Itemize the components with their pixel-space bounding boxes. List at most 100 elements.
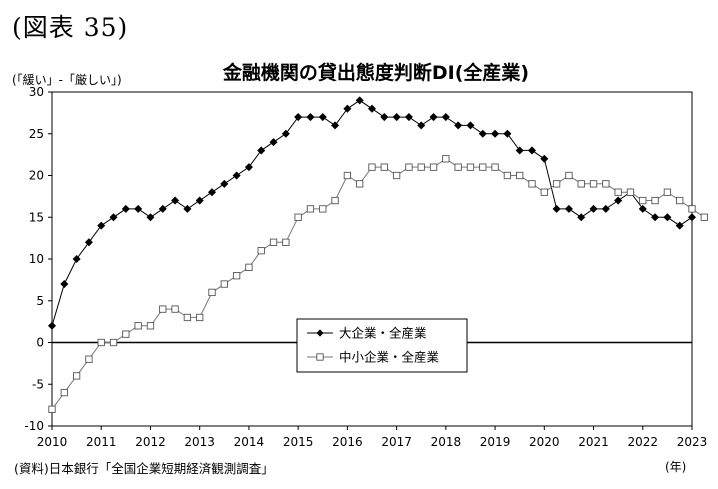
data-point-small [245, 263, 253, 271]
data-point-large [675, 221, 684, 230]
data-point-large [220, 179, 229, 188]
data-point-small [72, 372, 81, 380]
data-point-large [207, 188, 217, 197]
y-tick-label: 0 [36, 336, 44, 350]
data-point-large [404, 113, 413, 122]
y-tick-label: 20 [29, 169, 44, 183]
data-point-small [183, 313, 192, 322]
data-point-small [516, 171, 524, 180]
data-point-small [356, 180, 364, 188]
data-point-large [232, 171, 241, 180]
data-point-large [195, 196, 204, 205]
data-point-large [429, 113, 438, 122]
data-point-small [85, 355, 93, 363]
data-point-large [97, 221, 106, 230]
data-point-small [589, 180, 598, 188]
y-tick-label: 5 [36, 294, 44, 308]
x-tick-label: 2016 [332, 435, 363, 449]
data-point-small [232, 272, 241, 280]
data-point-small [491, 163, 499, 171]
data-point-small [700, 213, 708, 221]
data-point-small [319, 205, 327, 213]
data-point-large [589, 204, 598, 213]
x-tick-label: 2023 [677, 435, 708, 449]
data-point-small [479, 163, 487, 171]
data-point-small [552, 180, 561, 188]
data-point-small [454, 163, 462, 171]
data-point-large [72, 254, 81, 264]
data-point-large [343, 104, 352, 113]
data-point-small [417, 163, 425, 171]
data-point-large [60, 280, 69, 289]
data-point-large [601, 204, 610, 213]
data-point-small [503, 171, 512, 180]
legend-label-large: 大企業・全産業 [339, 326, 427, 341]
data-point-large [294, 113, 303, 122]
data-point-small [380, 163, 388, 171]
data-point-small [676, 196, 684, 205]
data-point-large [638, 204, 647, 213]
data-point-small [626, 188, 635, 196]
legend-label-small: 中小企業・全産業 [339, 350, 440, 365]
data-point-small [466, 163, 475, 171]
x-tick-label: 2013 [184, 435, 215, 449]
data-point-large [651, 213, 660, 222]
data-point-large [171, 196, 180, 205]
data-point-large [47, 321, 57, 330]
x-tick-label: 2018 [431, 435, 462, 449]
y-tick-label: 25 [29, 127, 44, 141]
data-point-large [380, 113, 389, 122]
y-tick-label: -5 [32, 377, 44, 391]
data-point-large [527, 146, 537, 155]
x-tick-label: 2021 [578, 435, 609, 449]
data-point-large [687, 213, 697, 222]
data-point-large [552, 204, 561, 213]
data-point-small [171, 305, 179, 313]
x-tick-label: 2020 [529, 435, 560, 449]
x-tick-label: 2014 [234, 435, 265, 449]
data-point-small [331, 196, 339, 205]
data-point-large [134, 204, 143, 213]
data-point-small [122, 330, 130, 338]
data-point-small [134, 322, 142, 330]
data-point-large [121, 204, 130, 213]
data-point-small [48, 405, 56, 413]
data-point-small [392, 171, 401, 180]
data-point-small [269, 238, 278, 246]
data-point-small [663, 188, 672, 196]
data-point-small [220, 280, 228, 288]
data-point-small [602, 180, 610, 188]
data-point-large [503, 129, 512, 138]
data-point-small [60, 388, 68, 397]
legend-box [296, 318, 468, 373]
data-point-large [466, 121, 475, 130]
data-point-large [454, 121, 463, 130]
x-tick-label: 2019 [480, 435, 511, 449]
data-point-large [306, 113, 315, 122]
data-point-small [565, 171, 573, 180]
y-tick-label: -10 [24, 419, 44, 433]
data-point-small [109, 338, 118, 347]
data-point-large [540, 154, 549, 163]
data-point-small [257, 246, 265, 255]
x-axis-unit: (年) [665, 460, 687, 474]
data-point-small [208, 288, 216, 297]
plot-frame [51, 91, 693, 427]
data-point-small [442, 155, 450, 163]
data-point-large [663, 213, 672, 222]
data-point-small [688, 205, 696, 213]
data-point-large [355, 96, 364, 105]
data-point-large [392, 113, 401, 122]
data-point-large [614, 196, 623, 205]
data-point-large [564, 204, 573, 213]
data-point-large [491, 129, 500, 138]
data-point-large [244, 163, 253, 172]
data-point-large [158, 204, 167, 213]
data-point-small [282, 238, 290, 246]
data-point-large [183, 204, 192, 213]
data-point-small [577, 180, 585, 188]
data-point-large [478, 129, 487, 138]
data-point-small [614, 188, 622, 196]
x-tick-label: 2015 [283, 435, 314, 449]
data-point-large [269, 138, 278, 147]
